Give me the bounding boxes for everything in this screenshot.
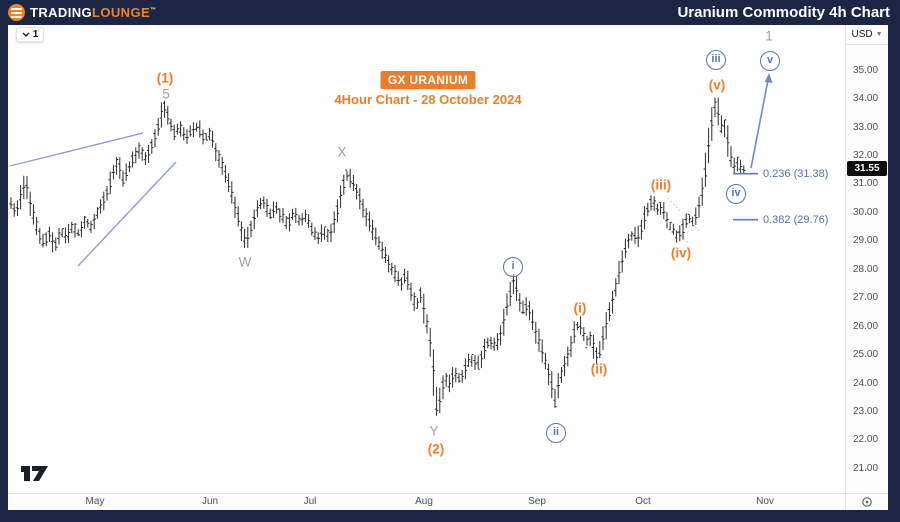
trendline-2[interactable]	[77, 161, 177, 267]
wave-label-W[interactable]: W	[238, 254, 252, 270]
scale-settings-button[interactable]	[845, 493, 888, 510]
app-header: TRADINGLOUNGE™ Uranium Commodity 4h Char…	[0, 0, 900, 25]
price-axis[interactable]: USD ▼ 35.00 34.00 33.00 32.00 31.00 30.00 29.0…	[845, 25, 888, 493]
wave-label-iv-minute[interactable]: (iv)	[670, 245, 692, 261]
currency-selector[interactable]: USD ▼	[846, 25, 888, 45]
watermark-subtitle: 4Hour Chart - 28 October 2024	[334, 92, 522, 107]
chart-watermark: GX URANIUM 4Hour Chart - 28 October 2024	[334, 71, 522, 107]
price-tick-35.00: 35.00	[853, 64, 879, 76]
wave-label-i-circle[interactable]: i	[503, 257, 523, 277]
chart-shell: 1 GX URANIUM 4Hour Chart - 28 October 20…	[8, 25, 888, 510]
gear-icon	[862, 497, 872, 507]
wave-label-iv-circle[interactable]: iv	[726, 184, 746, 204]
wave-label-X[interactable]: X	[337, 144, 347, 160]
wave-label-v-circle[interactable]: v	[760, 51, 780, 71]
month-tick-aug: Aug	[415, 496, 433, 507]
wave-label-1-minor[interactable]: (1)	[156, 70, 174, 86]
price-tick-24.00: 24.00	[853, 377, 879, 389]
wave-label-ii-minute[interactable]: (ii)	[590, 361, 608, 377]
interval-button[interactable]: 1	[16, 27, 44, 42]
current-price-tag: 31.55	[847, 161, 887, 177]
price-tick-27.00: 27.00	[853, 292, 879, 304]
brand-text: TRADINGLOUNGE™	[30, 5, 157, 20]
price-tick-23.00: 23.00	[853, 405, 879, 417]
wave-label-ii-circle[interactable]: ii	[546, 423, 566, 443]
fib-level-label-0.236[interactable]: 0.236 (31.38)	[763, 167, 829, 180]
price-tick-28.00: 28.00	[853, 263, 879, 275]
tradinglounge-logo: TRADINGLOUNGE™	[8, 4, 156, 21]
wave-label-1-projected[interactable]: 1	[765, 28, 773, 44]
month-tick-sep: Sep	[528, 496, 546, 507]
chevron-down-icon: ▼	[875, 31, 883, 38]
price-tick-32.00: 32.00	[853, 150, 879, 162]
tradingview-logo[interactable]	[20, 461, 50, 483]
ohlc-bars[interactable]	[9, 97, 746, 416]
month-tick-jun: Jun	[201, 496, 219, 507]
price-tick-25.00: 25.00	[853, 349, 879, 361]
wave-label-iii-minute[interactable]: (iii)	[650, 177, 672, 193]
chart-plot-area[interactable]: 1 GX URANIUM 4Hour Chart - 28 October 20…	[8, 25, 845, 493]
month-tick-may: May	[85, 496, 105, 507]
wave-label-iii-circle[interactable]: iii	[706, 50, 726, 70]
price-tick-34.00: 34.00	[853, 93, 879, 105]
projection-arrow[interactable]	[750, 74, 770, 169]
price-tick-29.00: 29.00	[853, 235, 879, 247]
wave-label-2-minor[interactable]: (2)	[427, 441, 445, 457]
channel-line-1[interactable]	[651, 207, 689, 244]
wave-label-5[interactable]: 5	[162, 86, 170, 102]
wave-label-v-minute[interactable]: (v)	[708, 77, 726, 93]
fib-level-label-0.382[interactable]: 0.382 (29.76)	[763, 213, 829, 226]
page-title: Uranium Commodity 4h Chart	[677, 4, 890, 21]
wave-label-Y[interactable]: Y	[429, 423, 439, 439]
wave-label-i-minute[interactable]: (i)	[573, 300, 587, 316]
month-tick-nov: Nov	[756, 496, 774, 507]
trendline-1[interactable]	[9, 132, 144, 167]
price-tick-31.00: 31.00	[853, 178, 879, 190]
chevron-down-icon	[22, 32, 30, 37]
month-tick-jul: Jul	[303, 496, 317, 507]
price-tick-21.00: 21.00	[853, 462, 879, 474]
symbol-badge: GX URANIUM	[380, 71, 476, 89]
tradinglounge-logo-icon	[8, 4, 25, 21]
price-tick-30.00: 30.00	[853, 206, 879, 218]
price-tick-33.00: 33.00	[853, 121, 879, 133]
month-tick-oct: Oct	[635, 496, 651, 507]
price-chart-canvas[interactable]	[8, 25, 845, 493]
projection-arrow-head	[764, 73, 773, 83]
price-tick-22.00: 22.00	[853, 434, 879, 446]
time-axis[interactable]: May Jun Jul Aug Sep Oct Nov	[8, 493, 845, 510]
price-tick-26.00: 26.00	[853, 320, 879, 332]
trademark-symbol: ™	[150, 7, 157, 14]
